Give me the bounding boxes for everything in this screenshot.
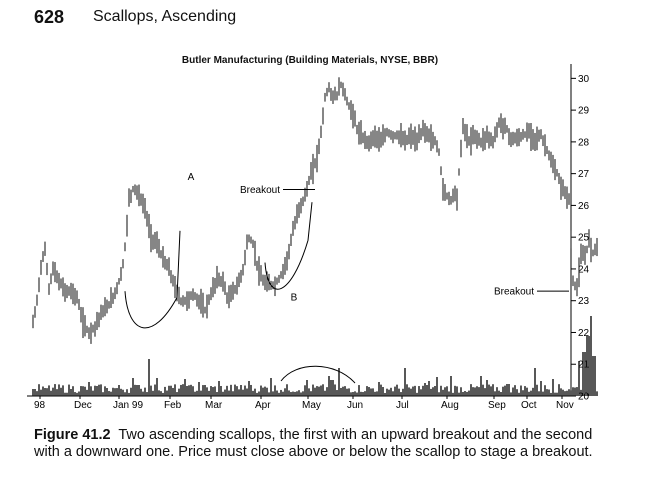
x-tick-label: Dec bbox=[74, 400, 92, 411]
running-head: Scallops, Ascending bbox=[93, 8, 237, 25]
breakout-label: Breakout bbox=[494, 287, 534, 298]
scallop-curve bbox=[264, 202, 313, 290]
y-tick-label: 21 bbox=[578, 360, 590, 371]
figure-label: Figure 41.2 bbox=[34, 427, 111, 443]
x-tick-label: Aug bbox=[441, 400, 459, 411]
peak-label-a: A bbox=[188, 172, 195, 183]
volume-hump-curve bbox=[280, 365, 356, 384]
scallop-curve bbox=[124, 230, 181, 329]
x-tick-label: Feb bbox=[164, 400, 182, 411]
x-tick-label: May bbox=[302, 400, 321, 411]
figure-caption: Figure 41.2 Two ascending scallops, the … bbox=[34, 427, 614, 461]
x-tick-label: Nov bbox=[556, 400, 574, 411]
y-tick-label: 20 bbox=[578, 392, 590, 403]
chart-title: Butler Manufacturing (Building Materials… bbox=[181, 55, 439, 66]
x-tick-label: Jul bbox=[396, 400, 409, 411]
y-tick-label: 23 bbox=[578, 296, 590, 307]
y-tick-label: 29 bbox=[578, 106, 590, 117]
x-tick-label: Mar bbox=[205, 400, 223, 411]
y-tick-label: 22 bbox=[578, 328, 590, 339]
y-tick-label: 27 bbox=[578, 169, 590, 180]
page-number: 628 bbox=[34, 7, 65, 27]
y-tick-label: 26 bbox=[578, 201, 590, 212]
breakout-label: Breakout bbox=[240, 185, 280, 196]
y-tick-label: 30 bbox=[578, 74, 590, 85]
low-label-b: B bbox=[291, 293, 298, 304]
x-tick-label: 98 bbox=[34, 400, 46, 411]
x-tick-label: Jan 99 bbox=[113, 400, 143, 411]
price-chart: 20 21 22 23 24 25 26 27 28 29 30 98 Dec Jan 99 Feb Mar A… bbox=[27, 64, 598, 411]
x-tick-label: Oct bbox=[521, 400, 537, 411]
x-tick-label: Jun bbox=[347, 400, 363, 411]
y-tick-label: 24 bbox=[578, 264, 590, 275]
caption-text: Two ascending scallops, the first with a… bbox=[34, 427, 593, 460]
x-tick-label: Apr bbox=[255, 400, 271, 411]
y-tick-label: 25 bbox=[578, 233, 590, 244]
y-tick-label: 28 bbox=[578, 137, 590, 148]
x-tick-label: Sep bbox=[488, 400, 506, 411]
